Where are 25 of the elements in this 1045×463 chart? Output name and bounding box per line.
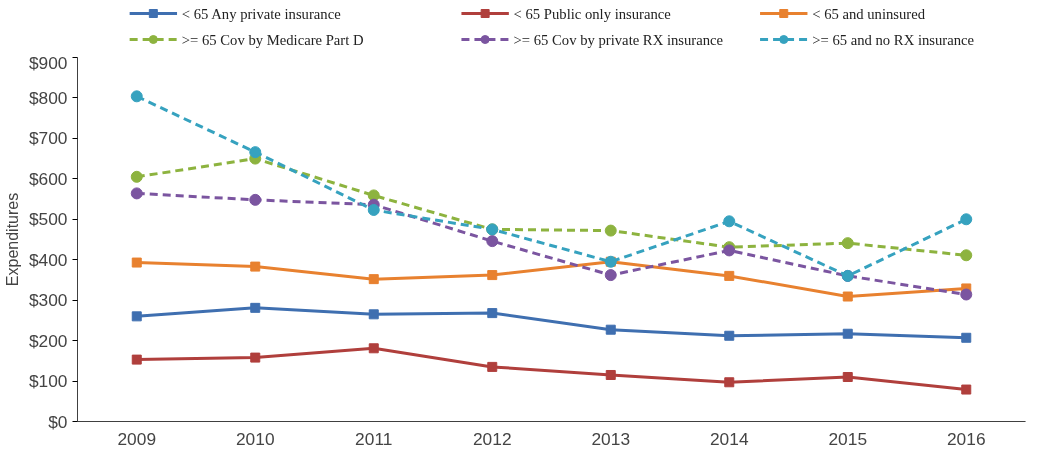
x-tick-label: 2013 (591, 428, 631, 449)
x-tick-label: 2010 (235, 428, 275, 449)
legend-label: >= 65 and no RX insurance (812, 31, 975, 48)
y-tick-label: $100 (28, 371, 68, 392)
legend-label: < 65 and uninsured (812, 5, 926, 22)
y-tick-label: $0 (48, 411, 68, 432)
y-tick-label: $500 (28, 209, 68, 230)
y-tick-label: $200 (28, 330, 68, 351)
x-tick-label: 2014 (709, 428, 749, 449)
legend-label: >= 65 Cov by private RX insurance (513, 31, 724, 48)
legend-label: >= 65 Cov by Medicare Part D (181, 31, 364, 48)
y-tick-label: $700 (28, 128, 68, 149)
y-tick-label: $400 (28, 249, 68, 270)
legend-label: < 65 Any private insurance (181, 5, 341, 22)
x-tick-label: 2011 (355, 428, 393, 449)
y-tick-label: $300 (28, 290, 68, 311)
y-tick-label: $800 (28, 87, 68, 108)
x-tick-label: 2012 (472, 428, 512, 449)
x-tick-label: 2015 (828, 428, 868, 449)
x-tick-label: 2009 (117, 428, 157, 449)
y-tick-label: $900 (28, 52, 68, 73)
y-tick-label: $600 (28, 168, 68, 189)
y-axis-title: Expenditures (3, 192, 21, 287)
x-tick-label: 2016 (946, 428, 986, 449)
legend-label: < 65 Public only insurance (513, 5, 671, 22)
